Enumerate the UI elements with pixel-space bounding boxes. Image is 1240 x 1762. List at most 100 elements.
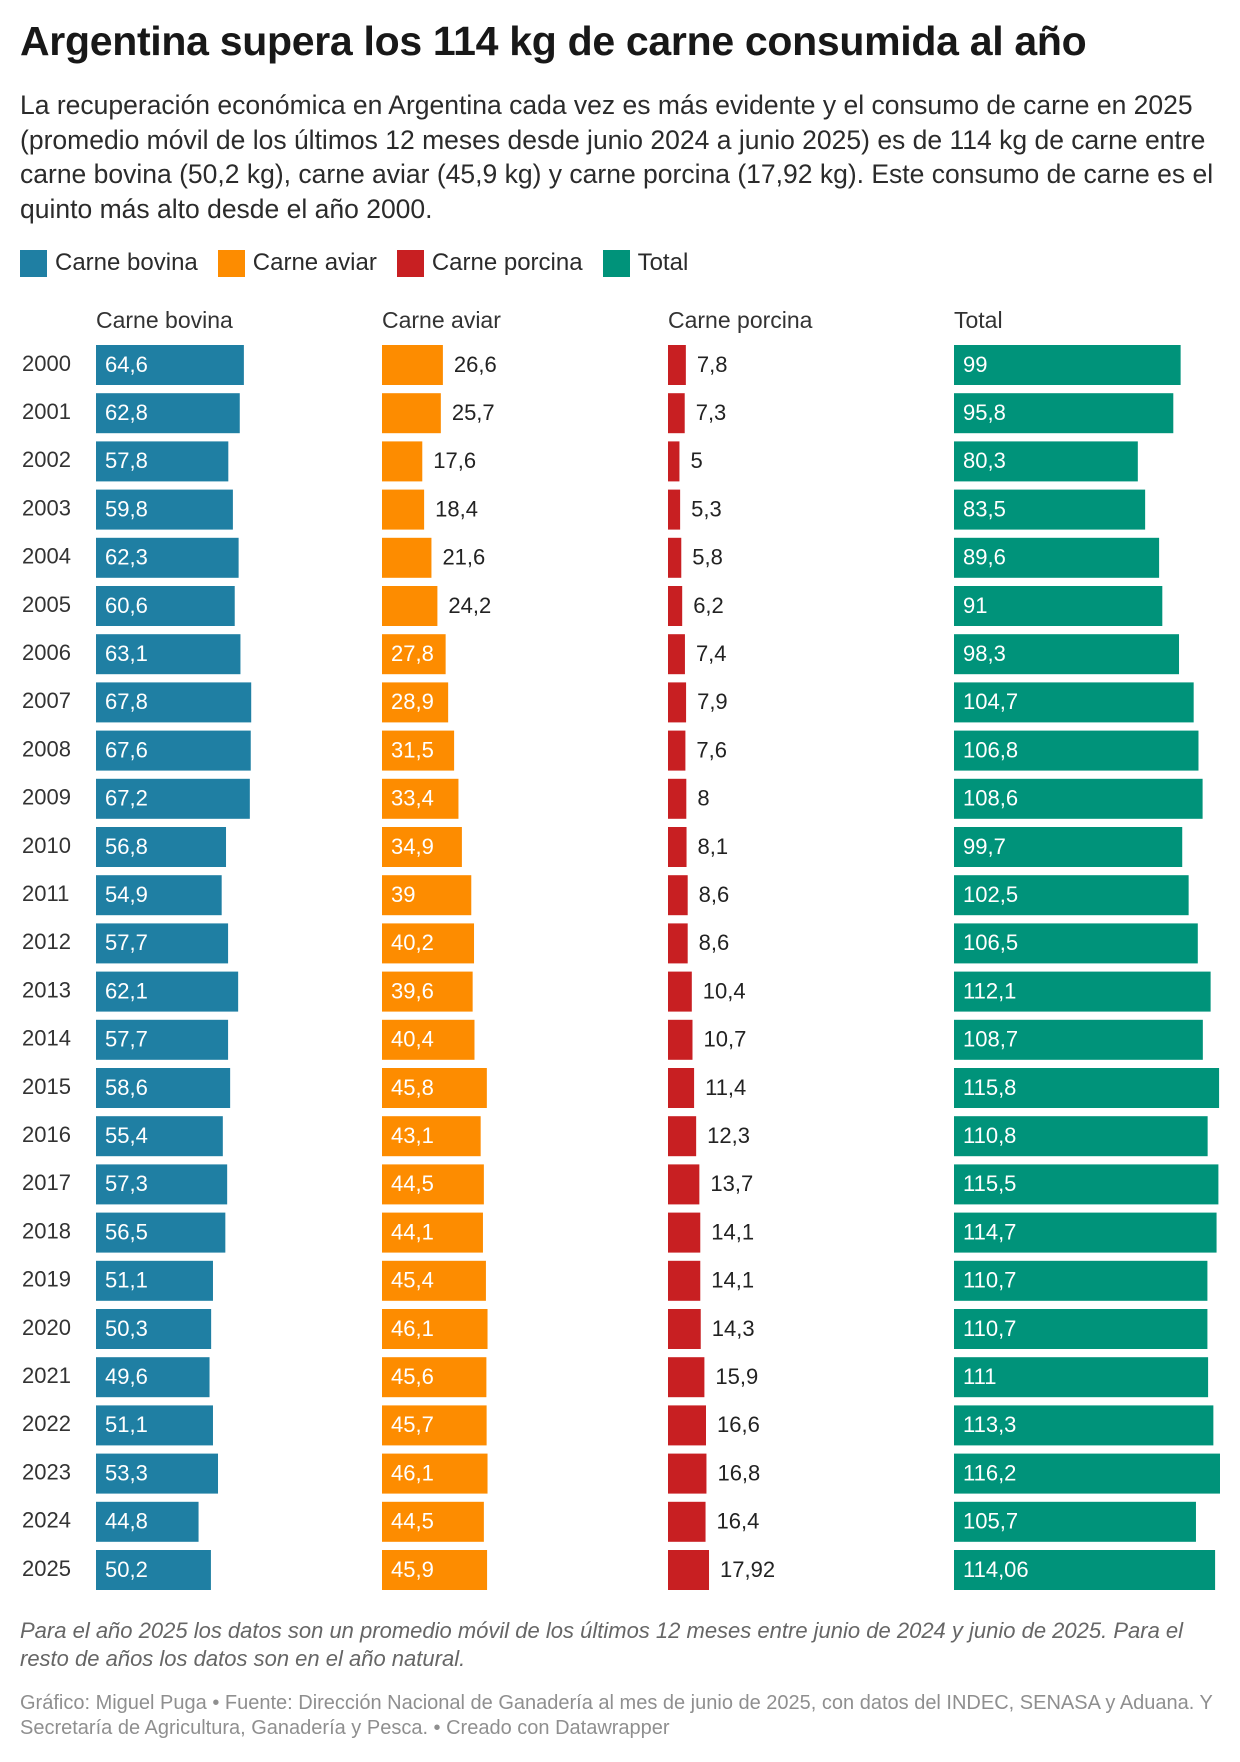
value-label-porcina-2013: 10,4 bbox=[703, 978, 746, 1003]
year-label-2014: 2014 bbox=[22, 1026, 71, 1051]
bar-porcina-2021 bbox=[668, 1357, 705, 1398]
value-label-porcina-2002: 5 bbox=[690, 448, 702, 473]
bar-total-2011 bbox=[954, 875, 1189, 916]
bar-bovina-2012 bbox=[96, 923, 229, 964]
value-label-bovina-2017: 57,3 bbox=[105, 1171, 148, 1196]
bar-total-2003 bbox=[954, 489, 1146, 530]
chart-footer: Gráfico: Miguel Puga • Fuente: Dirección… bbox=[20, 1692, 1213, 1739]
bar-bovina-2018 bbox=[96, 1212, 226, 1253]
year-label-2024: 2024 bbox=[22, 1508, 71, 1533]
bar-aviar-2005 bbox=[382, 586, 438, 626]
value-label-aviar-2024: 44,5 bbox=[391, 1509, 434, 1534]
legend-item-bovina: Carne bovina bbox=[20, 249, 198, 277]
value-label-bovina-2011: 54,9 bbox=[105, 882, 148, 907]
legend-item-porcina: Carne porcina bbox=[396, 249, 583, 277]
bar-porcina-2023 bbox=[668, 1453, 707, 1494]
year-label-2012: 2012 bbox=[22, 929, 71, 954]
value-label-porcina-2019: 14,1 bbox=[711, 1268, 754, 1293]
value-label-bovina-2024: 44,8 bbox=[105, 1509, 148, 1534]
legend-label-porcina: Carne porcina bbox=[431, 249, 583, 276]
value-label-total-2020: 110,7 bbox=[963, 1316, 1016, 1341]
bar-bovina-2016 bbox=[96, 1116, 223, 1157]
value-label-porcina-2006: 7,4 bbox=[696, 641, 727, 666]
bar-porcina-2002 bbox=[668, 441, 680, 482]
bar-bovina-2017 bbox=[96, 1164, 228, 1205]
legend-swatch-aviar bbox=[217, 249, 245, 277]
value-label-bovina-2006: 63,1 bbox=[105, 641, 148, 666]
bar-aviar-2000 bbox=[382, 345, 443, 385]
bar-total-2008 bbox=[954, 730, 1199, 771]
year-label-2016: 2016 bbox=[22, 1122, 71, 1147]
value-label-porcina-2022: 16,6 bbox=[717, 1412, 760, 1437]
bar-porcina-2019 bbox=[668, 1260, 701, 1301]
year-label-2019: 2019 bbox=[22, 1267, 71, 1292]
value-label-porcina-2015: 11,4 bbox=[705, 1075, 746, 1100]
value-label-porcina-2003: 5,3 bbox=[691, 496, 722, 521]
value-label-bovina-2007: 67,8 bbox=[105, 689, 148, 714]
bar-total-2001 bbox=[954, 393, 1174, 434]
value-label-total-2009: 108,6 bbox=[963, 786, 1018, 811]
legend-label-aviar: Carne aviar bbox=[252, 249, 377, 276]
bar-aviar-2011 bbox=[382, 875, 472, 916]
bar-total-2020 bbox=[954, 1309, 1208, 1349]
value-label-porcina-2001: 7,3 bbox=[696, 400, 727, 425]
value-label-porcina-2000: 7,8 bbox=[697, 352, 728, 377]
year-label-2005: 2005 bbox=[22, 592, 71, 617]
bar-bovina-2022 bbox=[96, 1405, 213, 1446]
value-label-total-2024: 105,7 bbox=[963, 1509, 1018, 1534]
bar-aviar-2020 bbox=[382, 1309, 488, 1349]
bar-chart: Carne bovina Carne aviar Carne porcina Tota… bbox=[22, 307, 1220, 1590]
bar-porcina-2022 bbox=[668, 1405, 706, 1446]
value-label-total-2022: 113,3 bbox=[963, 1412, 1016, 1437]
year-label-2000: 2000 bbox=[22, 351, 71, 376]
year-label-2023: 2023 bbox=[22, 1459, 71, 1484]
bar-porcina-2001 bbox=[668, 393, 685, 434]
bar-aviar-2013 bbox=[382, 971, 473, 1012]
chart-subtitle: La recuperación económica en Argentina c… bbox=[20, 90, 1214, 224]
bar-bovina-2000 bbox=[96, 345, 244, 385]
bar-aviar-2019 bbox=[382, 1260, 486, 1301]
year-label-2004: 2004 bbox=[22, 544, 71, 569]
bar-aviar-2023 bbox=[382, 1453, 488, 1494]
bar-total-2021 bbox=[954, 1357, 1209, 1398]
legend-swatch-total bbox=[602, 249, 630, 277]
value-label-porcina-2009: 8 bbox=[697, 786, 709, 811]
bar-bovina-2010 bbox=[96, 827, 227, 867]
year-label-2007: 2007 bbox=[22, 688, 71, 713]
bar-porcina-2009 bbox=[668, 778, 687, 819]
bar-aviar-2003 bbox=[382, 489, 425, 530]
value-label-porcina-2020: 14,3 bbox=[712, 1316, 755, 1341]
bar-bovina-2013 bbox=[96, 971, 239, 1012]
value-label-total-2005: 91 bbox=[963, 593, 987, 618]
bar-bovina-2003 bbox=[96, 489, 233, 530]
value-label-aviar-2013: 39,6 bbox=[391, 978, 434, 1003]
value-label-porcina-2010: 8,1 bbox=[698, 834, 729, 859]
value-label-bovina-2004: 62,3 bbox=[105, 545, 148, 570]
bar-porcina-2010 bbox=[668, 827, 687, 867]
bar-aviar-2008 bbox=[382, 730, 455, 771]
bar-porcina-2024 bbox=[668, 1501, 706, 1542]
value-label-bovina-2013: 62,1 bbox=[105, 978, 148, 1003]
bar-total-2014 bbox=[954, 1019, 1203, 1060]
year-label-2010: 2010 bbox=[22, 833, 71, 858]
value-label-porcina-2005: 6,2 bbox=[693, 593, 724, 618]
legend-swatch-porcina bbox=[396, 249, 424, 277]
bar-porcina-2012 bbox=[668, 923, 688, 964]
bar-total-2009 bbox=[954, 778, 1203, 819]
legend-label-total: Total bbox=[637, 249, 689, 276]
year-label-2015: 2015 bbox=[22, 1074, 71, 1099]
value-label-total-2017: 115,5 bbox=[963, 1171, 1016, 1196]
bar-total-2013 bbox=[954, 971, 1211, 1012]
value-label-total-2001: 95,8 bbox=[963, 400, 1006, 425]
value-label-porcina-2018: 14,1 bbox=[711, 1219, 754, 1244]
bar-total-2004 bbox=[954, 537, 1160, 578]
bar-aviar-2012 bbox=[382, 923, 475, 964]
bar-aviar-2006 bbox=[382, 634, 446, 675]
value-label-porcina-2023: 16,8 bbox=[717, 1460, 760, 1485]
year-label-2013: 2013 bbox=[22, 977, 71, 1002]
year-label-2002: 2002 bbox=[22, 447, 71, 472]
bar-total-2018 bbox=[954, 1212, 1217, 1253]
value-label-aviar-2016: 43,1 bbox=[391, 1123, 434, 1148]
value-label-bovina-2023: 53,3 bbox=[105, 1460, 148, 1485]
bar-aviar-2014 bbox=[382, 1019, 475, 1060]
